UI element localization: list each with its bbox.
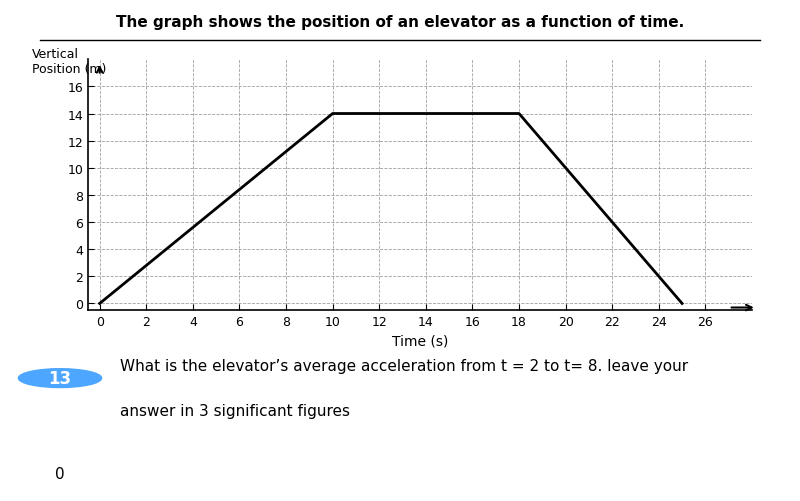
Text: 0: 0 bbox=[55, 466, 65, 481]
Text: Vertical
Position (m): Vertical Position (m) bbox=[31, 48, 106, 76]
X-axis label: Time (s): Time (s) bbox=[392, 334, 448, 348]
Text: answer in 3 significant figures: answer in 3 significant figures bbox=[120, 403, 350, 418]
Text: The graph shows the position of an elevator as a function of time.: The graph shows the position of an eleva… bbox=[116, 15, 684, 30]
Text: 13: 13 bbox=[49, 369, 71, 387]
Circle shape bbox=[18, 369, 102, 388]
Text: What is the elevator’s average acceleration from t = 2 to t= 8. leave your: What is the elevator’s average accelerat… bbox=[120, 358, 688, 373]
